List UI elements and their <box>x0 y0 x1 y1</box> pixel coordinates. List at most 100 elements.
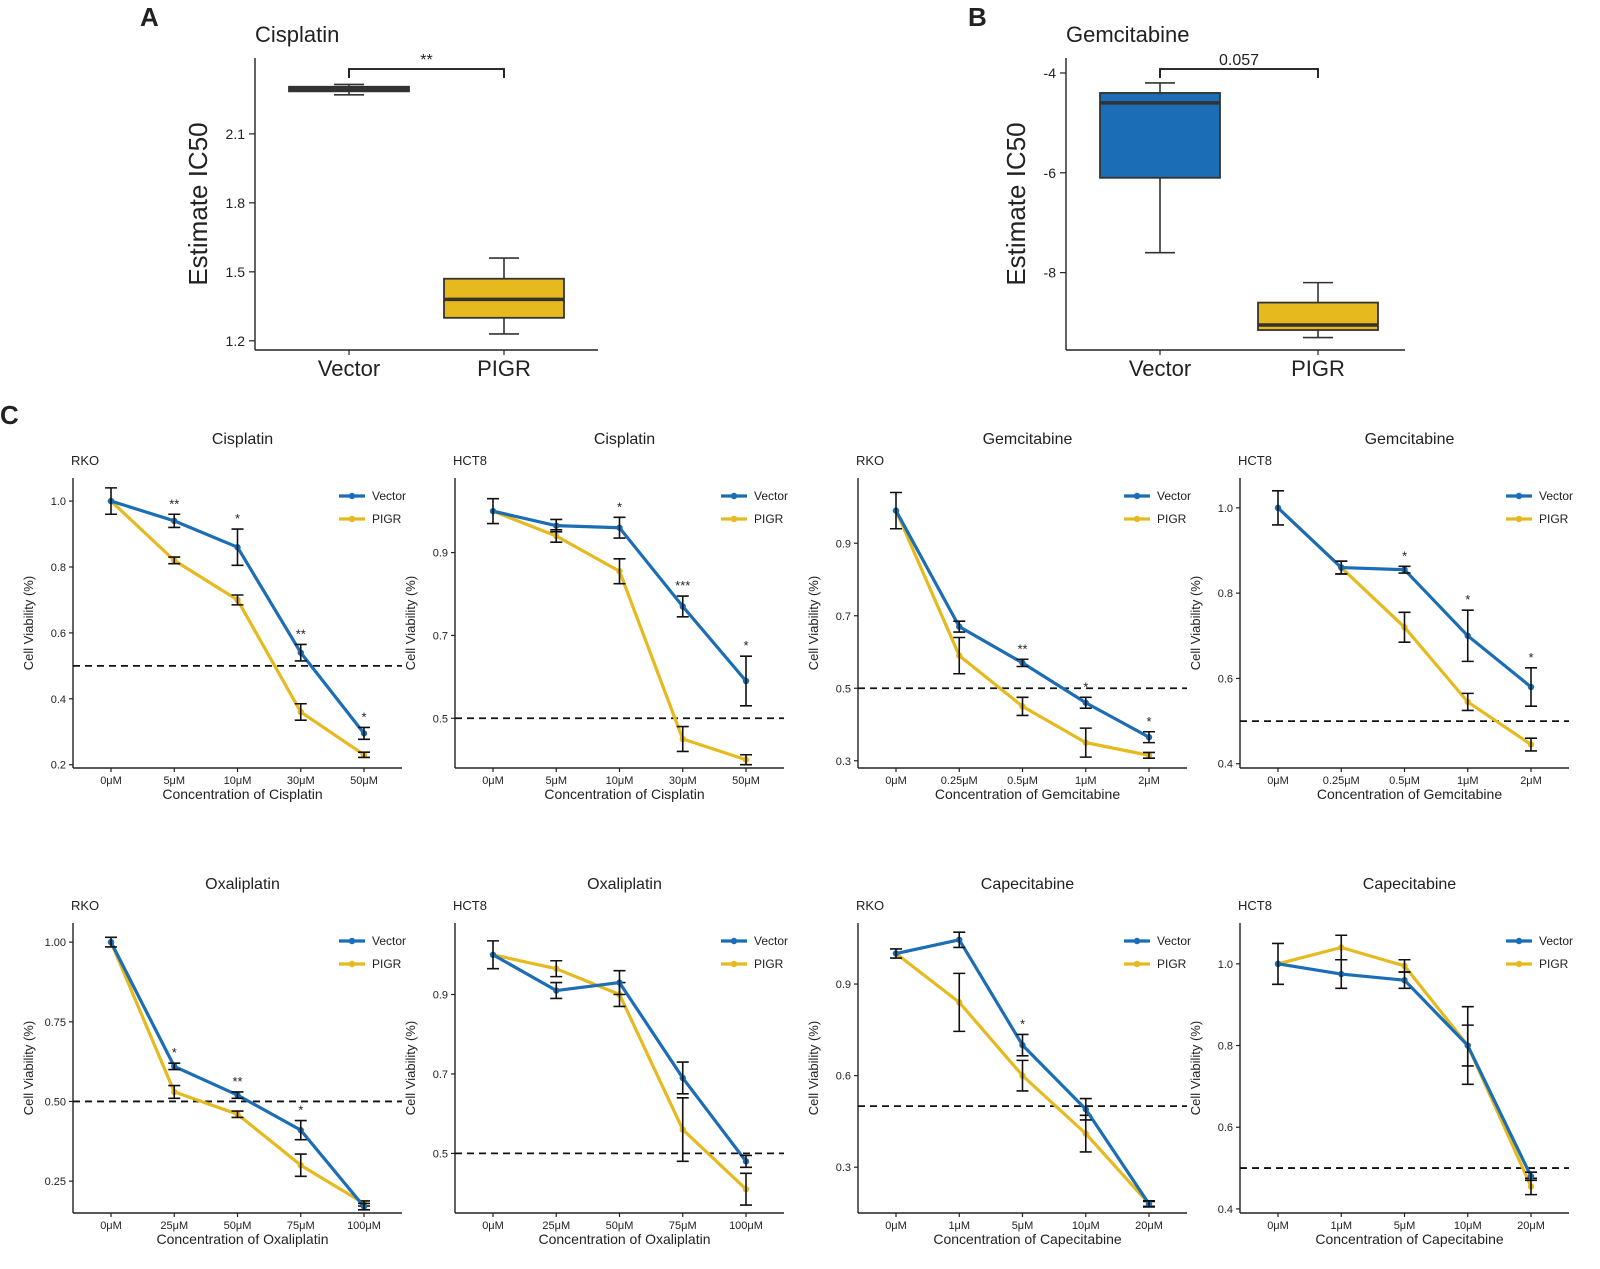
error-bar <box>550 959 563 978</box>
x-tick-label: 0μM <box>482 775 504 787</box>
x-tick-label: 1μM <box>1330 1220 1352 1232</box>
significance-label: * <box>172 1045 177 1060</box>
significance-label: * <box>361 709 366 724</box>
error-bar <box>953 636 966 675</box>
x-axis-label: Concentration of Capecitabine <box>933 1231 1122 1247</box>
y-tick-label: 0.6 <box>1218 673 1233 685</box>
x-tick-label: 5μM <box>1394 1220 1416 1232</box>
significance-label: ** <box>1017 641 1027 656</box>
chart-title: Capecitabine <box>1363 876 1457 893</box>
error-bar <box>1079 1114 1092 1153</box>
x-tick-label: 5μM <box>163 775 185 787</box>
error-bar <box>1398 971 1411 990</box>
y-tick-label: 0.6 <box>51 628 66 640</box>
y-axis-label: Cell Viability (%) <box>403 1021 418 1115</box>
error-bar <box>1272 489 1284 526</box>
legend-swatch-point <box>348 937 356 945</box>
line-chart-panel-c5: Oxaliplatin RKO Cell Viability (%) Concentr… <box>21 876 406 1247</box>
y-tick-label: 0.2 <box>51 760 66 772</box>
error-bar <box>890 948 902 959</box>
y-tick-label: 0.7 <box>433 1069 448 1081</box>
error-bar <box>231 1110 244 1119</box>
legend-label: Vector <box>1539 489 1573 503</box>
error-bar <box>1016 696 1029 717</box>
error-bar <box>1398 611 1411 643</box>
error-bar <box>1335 560 1348 575</box>
error-bar <box>1398 565 1411 574</box>
legend-label: PIGR <box>1539 512 1569 526</box>
panel-label-b: B <box>968 2 987 32</box>
series-pigr <box>1274 934 1537 1196</box>
x-tick-label: 50μM <box>732 775 760 787</box>
x-tick-label: PIGR <box>1291 356 1345 381</box>
chart-title: Gemcitabine <box>983 431 1073 448</box>
x-tick-label: 0.25μM <box>941 775 978 787</box>
error-bar <box>358 751 370 759</box>
y-tick-label: 0.9 <box>433 548 448 560</box>
error-bar <box>740 1154 752 1169</box>
x-axis-label: Concentration of Cisplatin <box>162 786 322 802</box>
error-bar <box>890 491 902 530</box>
significance-label: * <box>743 638 748 653</box>
y-tick-label: 0.5 <box>433 713 448 725</box>
y-axis-label: Cell Viability (%) <box>806 576 821 670</box>
y-tick-label: 0.4 <box>1218 759 1233 771</box>
significance-bracket <box>348 68 505 78</box>
series-line <box>1277 962 1533 1177</box>
series-pigr <box>107 938 370 1207</box>
chart-title: Cisplatin <box>594 431 655 448</box>
legend-label: Vector <box>1539 934 1573 948</box>
error-bar <box>740 1172 752 1206</box>
x-tick-label: 1μM <box>1457 775 1479 787</box>
series-pigr <box>489 951 752 1206</box>
x-tick-label: 20μM <box>1135 1220 1163 1232</box>
y-tick-label: 0.4 <box>51 694 66 706</box>
error-bar <box>168 556 181 565</box>
x-tick-label: 2μM <box>1138 775 1160 787</box>
legend-label: Vector <box>754 934 788 948</box>
series-vector <box>1272 942 1537 1182</box>
cell-line-label: RKO <box>71 453 99 468</box>
y-tick-label: -8 <box>1044 265 1057 281</box>
error-bar <box>294 643 307 662</box>
significance-label: *** <box>675 578 690 593</box>
error-bar <box>1079 696 1092 709</box>
series-vector <box>1272 489 1537 707</box>
legend-label: PIGR <box>1157 512 1187 526</box>
y-tick-label: 0.25 <box>45 1176 66 1188</box>
legend: Vector PIGR <box>339 489 406 526</box>
error-bar <box>613 969 626 996</box>
error-bar <box>1143 730 1155 744</box>
x-tick-label: 100μM <box>729 1220 763 1232</box>
x-tick-label: Vector <box>1129 356 1191 381</box>
cell-line-label: HCT8 <box>453 453 487 468</box>
x-tick-label: 1μM <box>1075 775 1097 787</box>
y-axis-label: Estimate IC50 <box>1001 122 1031 285</box>
series-pigr <box>107 497 370 759</box>
x-tick-label: PIGR <box>477 356 531 381</box>
error-bar <box>231 1091 244 1100</box>
x-tick-label: 1μM <box>948 1220 970 1232</box>
error-bar <box>1525 666 1537 707</box>
x-tick-label: 10μM <box>224 775 252 787</box>
error-bar <box>105 487 117 516</box>
chart-title: Gemcitabine <box>1365 431 1455 448</box>
y-tick-label: 0.6 <box>836 1071 851 1083</box>
error-bar <box>1272 942 1284 986</box>
line-chart-panel-c3: Gemcitabine RKO Cell Viability (%) Concentr… <box>806 431 1191 802</box>
legend-swatch-point <box>1133 937 1141 945</box>
error-bar <box>740 753 752 766</box>
y-tick-label: 1.00 <box>45 937 66 949</box>
error-bar <box>613 557 626 585</box>
y-tick-label: 0.9 <box>836 979 851 991</box>
x-tick-label: 10μM <box>606 775 634 787</box>
legend: Vector PIGR <box>339 934 406 971</box>
significance-label: * <box>1020 1016 1025 1031</box>
y-axis-label: Cell Viability (%) <box>1188 576 1203 670</box>
series-vector <box>890 491 1155 744</box>
x-tick-label: 0μM <box>100 775 122 787</box>
panel-label-a: A <box>140 2 159 32</box>
legend-label: PIGR <box>372 957 402 971</box>
chart-title: Capecitabine <box>981 876 1075 893</box>
boxplot-panel-a: Cisplatin Estimate IC50 1.2 1.5 1.8 2.1 Vector… <box>183 22 598 381</box>
